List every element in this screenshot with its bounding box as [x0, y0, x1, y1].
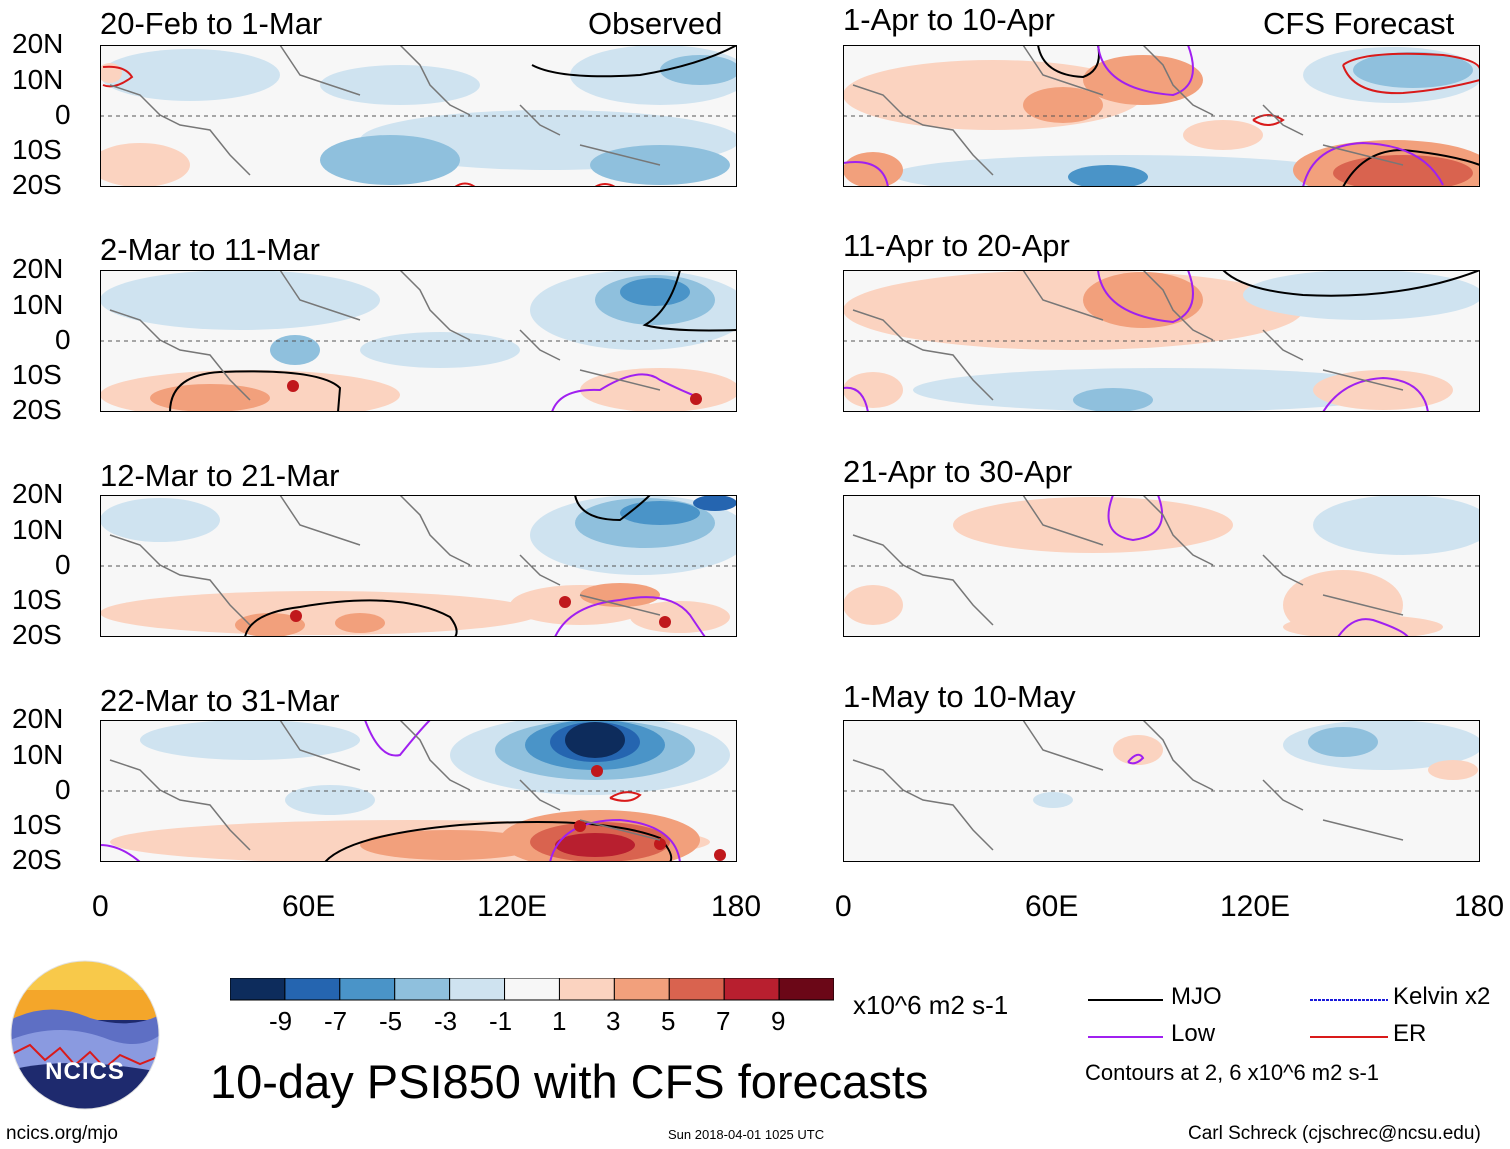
lat-label: 20N — [12, 478, 64, 509]
logo-text: NCICS — [45, 1058, 125, 1085]
colorbar-swatches — [229, 977, 835, 1001]
map-panel-8 — [843, 720, 1480, 862]
lat-label: 10S — [12, 359, 62, 390]
panel-title: 1-Apr to 10-Apr — [843, 2, 1055, 37]
lon-label: 0 — [92, 890, 109, 923]
colorbar-label: 9 — [771, 1006, 786, 1036]
legend-label-er: ER — [1393, 1020, 1427, 1047]
lat-label: 0 — [55, 324, 71, 355]
colorbar-label: 7 — [716, 1006, 731, 1036]
colorbar-swatch — [778, 977, 835, 1001]
legend: MJO Kelvin x2 Low ER Contours at 2, 6 x1… — [1085, 980, 1505, 1090]
lat-label: 20S — [12, 169, 62, 200]
map-panel-4 — [100, 720, 737, 862]
lat-label: 10S — [12, 134, 62, 165]
colorbar-swatch — [339, 977, 396, 1001]
legend-label-mjo: MJO — [1171, 983, 1222, 1010]
colorbar-swatch — [613, 977, 670, 1001]
colorbar-swatch — [449, 977, 506, 1001]
colorbar-swatch — [229, 977, 286, 1001]
lat-label: 10S — [12, 809, 62, 840]
footer-url[interactable]: ncics.org/mjo — [6, 1123, 118, 1144]
map-panel-6 — [843, 270, 1480, 412]
map-panel-3 — [100, 495, 737, 637]
legend-label-low: Low — [1171, 1020, 1216, 1047]
colorbar-label: -3 — [434, 1006, 458, 1036]
footer-timestamp: Sun 2018-04-01 1025 UTC — [668, 1127, 825, 1142]
lat-label: 20N — [12, 28, 64, 59]
lat-label: 20S — [12, 844, 62, 875]
lat-label: 20S — [12, 619, 62, 650]
observed-header: Observed — [588, 6, 723, 41]
footer-author: Carl Schreck (cjschrec@ncsu.edu) — [1188, 1123, 1481, 1144]
lon-label: 60E — [1025, 890, 1079, 923]
panel-title: 22-Mar to 31-Mar — [100, 683, 340, 718]
legend-note: Contours at 2, 6 x10^6 m2 s-1 — [1085, 1060, 1380, 1085]
legend-line-kelvin — [1310, 999, 1388, 1001]
lon-label: 180 — [711, 890, 762, 923]
ncics-logo — [10, 960, 160, 1110]
colorbar-swatch — [558, 977, 615, 1001]
lon-label: 0 — [835, 890, 852, 923]
colorbar-swatch — [394, 977, 451, 1001]
panel-title: 12-Mar to 21-Mar — [100, 458, 340, 493]
colorbar — [229, 977, 835, 1030]
panel-title: 21-Apr to 30-Apr — [843, 454, 1073, 489]
forecast-header: CFS Forecast — [1263, 6, 1455, 41]
panel-title: 20-Feb to 1-Mar — [100, 6, 323, 41]
panel-title: 11-Apr to 20-Apr — [843, 228, 1070, 263]
colorbar-label: -1 — [489, 1006, 513, 1036]
lat-label: 0 — [55, 99, 71, 130]
lon-label: 180 — [1454, 890, 1505, 923]
lat-label: 0 — [55, 774, 71, 805]
lon-label: 120E — [1220, 890, 1291, 923]
colorbar-labels: -9 -7 -5 -3 -1 1 3 5 7 9 — [232, 1006, 832, 1040]
lon-label: 120E — [477, 890, 548, 923]
lat-label: 20N — [12, 703, 64, 734]
map-panel-2 — [100, 270, 737, 412]
lat-label: 10N — [12, 64, 64, 95]
colorbar-label: 5 — [661, 1006, 676, 1036]
colorbar-swatch — [284, 977, 341, 1001]
legend-line-er — [1310, 1036, 1388, 1038]
lat-label: 0 — [55, 549, 71, 580]
map-panel-1 — [100, 45, 737, 187]
colorbar-swatch — [668, 977, 725, 1001]
legend-label-kelvin: Kelvin x2 — [1393, 983, 1491, 1010]
lon-label: 60E — [282, 890, 336, 923]
colorbar-label: -5 — [379, 1006, 403, 1036]
colorbar-swatch — [504, 977, 560, 1001]
colorbar-units: x10^6 m2 s-1 — [853, 990, 1009, 1020]
lat-label: 20N — [12, 253, 64, 284]
legend-line-low — [1088, 1036, 1163, 1038]
main-title: 10-day PSI850 with CFS forecasts — [210, 1055, 929, 1108]
colorbar-swatch — [723, 977, 780, 1001]
colorbar-label: 1 — [552, 1006, 567, 1036]
map-panel-7 — [843, 495, 1480, 637]
legend-line-mjo — [1088, 999, 1163, 1001]
colorbar-label: -9 — [269, 1006, 293, 1036]
panel-title: 2-Mar to 11-Mar — [100, 232, 320, 267]
lat-label: 10N — [12, 739, 64, 770]
colorbar-label: -7 — [324, 1006, 348, 1036]
colorbar-label: 3 — [606, 1006, 621, 1036]
lat-label: 10N — [12, 289, 64, 320]
lat-label: 10S — [12, 584, 62, 615]
map-panel-5 — [843, 45, 1480, 187]
lat-label: 10N — [12, 514, 64, 545]
lat-label: 20S — [12, 394, 62, 425]
panel-title: 1-May to 10-May — [843, 679, 1076, 714]
